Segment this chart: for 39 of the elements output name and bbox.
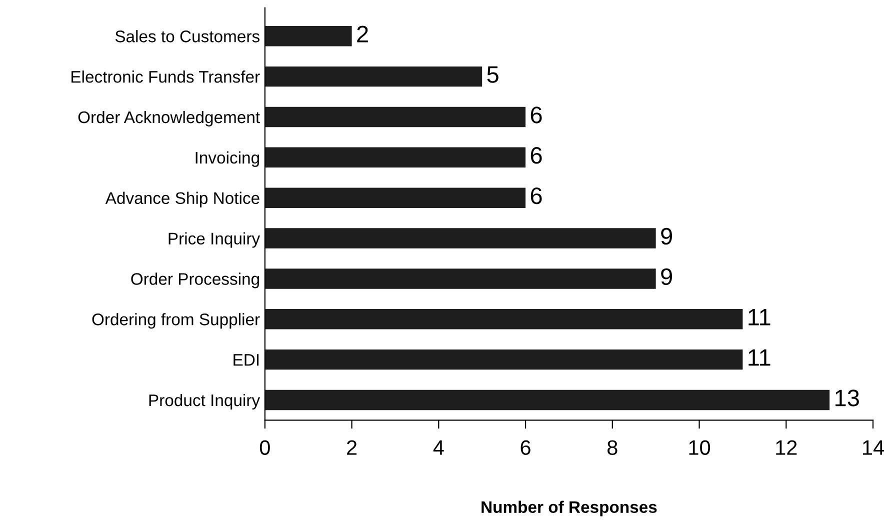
x-tick-label: 12 bbox=[776, 440, 797, 455]
bar bbox=[264, 309, 743, 330]
data-label: 5 bbox=[487, 66, 498, 83]
x-tick-label: 14 bbox=[863, 440, 884, 455]
x-tick-label: 6 bbox=[520, 440, 530, 455]
data-label: 6 bbox=[530, 187, 542, 204]
data-label: 9 bbox=[661, 228, 672, 245]
x-tick-label: 10 bbox=[689, 440, 710, 455]
bar bbox=[264, 66, 482, 87]
data-label: 2 bbox=[357, 26, 368, 42]
data-label: 6 bbox=[530, 106, 542, 124]
data-label: 9 bbox=[661, 268, 672, 286]
x-tick-label: 0 bbox=[260, 440, 270, 455]
y-tick-label: Price Inquiry bbox=[168, 232, 260, 248]
bar bbox=[264, 268, 656, 289]
bar bbox=[264, 106, 526, 128]
bar bbox=[264, 188, 526, 208]
x-axis-title: Number of Responses bbox=[482, 500, 657, 516]
data-label: 6 bbox=[530, 147, 542, 164]
y-tick-label: Electronic Funds Transfer bbox=[72, 70, 260, 83]
x-tick-label: 4 bbox=[433, 440, 444, 455]
y-tick-label: EDI bbox=[234, 354, 259, 366]
y-tick-label: Order Acknowledgement bbox=[78, 110, 260, 126]
data-label: 11 bbox=[748, 349, 770, 366]
y-tick-label: Advance Ship Notice bbox=[105, 192, 260, 208]
y-tick-label: Product Inquiry bbox=[149, 394, 260, 410]
bar bbox=[264, 147, 526, 168]
bar bbox=[264, 349, 743, 370]
data-label: 13 bbox=[836, 390, 859, 406]
bar bbox=[264, 390, 830, 410]
y-tick-label: Invoicing bbox=[196, 151, 259, 167]
x-tick-label: 2 bbox=[347, 440, 357, 455]
data-label: 11 bbox=[748, 309, 770, 326]
x-tick-label: 8 bbox=[608, 440, 618, 455]
y-tick-label: Order Processing bbox=[131, 272, 259, 288]
y-tick-label: Sales to Customers bbox=[115, 30, 260, 42]
y-tick-label: Ordering from Supplier bbox=[92, 313, 260, 329]
bar bbox=[264, 26, 352, 46]
bar bbox=[264, 228, 656, 248]
